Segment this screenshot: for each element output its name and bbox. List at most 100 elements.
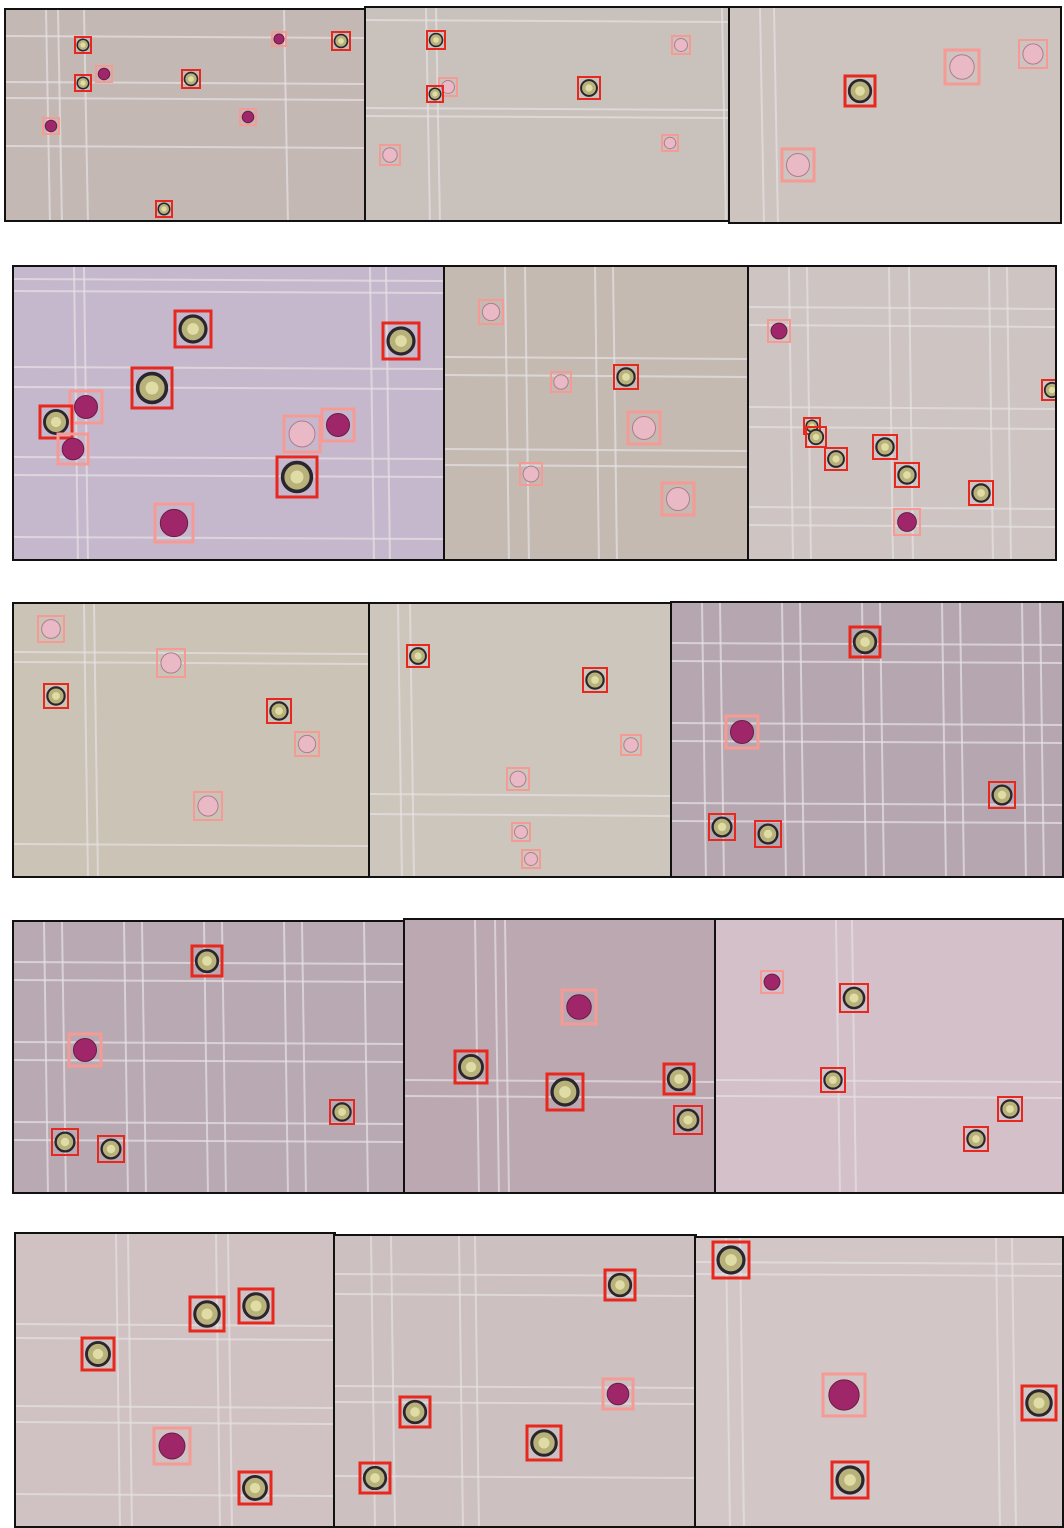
viable-cell-detection — [848, 625, 882, 659]
viable-cell-detection — [406, 644, 430, 668]
ghost-cell-detection — [943, 48, 981, 86]
grid-line — [6, 97, 364, 101]
cell-nucleus — [674, 1074, 684, 1084]
cell-nucleus — [903, 471, 911, 479]
viable-cell-detection — [988, 781, 1016, 809]
bounding-box — [398, 1395, 432, 1429]
grid-line — [773, 8, 779, 222]
ghost-cell — [553, 374, 569, 390]
bounding-box — [671, 35, 691, 55]
bounding-box — [190, 944, 224, 978]
bounding-box — [43, 683, 69, 709]
bounding-box — [358, 1461, 392, 1495]
grid-line — [409, 604, 415, 876]
grid-line — [363, 922, 369, 1192]
grid-line — [283, 922, 289, 1192]
bounding-box — [620, 734, 642, 756]
cell-nucleus — [977, 489, 985, 497]
bounding-box — [1020, 1384, 1058, 1422]
viable-cell-detection — [130, 366, 174, 410]
bounding-box — [839, 983, 869, 1013]
bounding-box — [613, 364, 639, 390]
micrograph-panel — [728, 6, 1062, 224]
nonviable-cell — [97, 67, 111, 81]
grid-line — [335, 1401, 695, 1405]
viable-cell-detection — [603, 1268, 637, 1302]
viable-cell-detection — [188, 1295, 226, 1333]
bounding-box — [173, 309, 213, 349]
nonviable-cell-detection — [560, 988, 598, 1026]
bounding-box — [830, 1460, 870, 1500]
grid-line — [445, 356, 747, 360]
grid-line — [1021, 603, 1027, 876]
viable-cell-detection — [266, 698, 292, 724]
bounding-box — [805, 426, 827, 448]
bounding-box — [406, 644, 430, 668]
grid-line — [73, 267, 79, 559]
bounding-box — [988, 781, 1016, 809]
bounding-box — [968, 480, 994, 506]
viable-cell-detection — [525, 1424, 563, 1462]
cell-nucleus — [338, 1108, 346, 1116]
bounding-box — [893, 508, 921, 536]
bounding-box — [780, 147, 816, 183]
bounding-box — [660, 481, 696, 517]
grid-line — [988, 267, 994, 559]
micrograph-canvas — [405, 920, 715, 1192]
viable-cell-detection — [708, 813, 736, 841]
micrograph-canvas — [366, 8, 728, 220]
bounding-box — [550, 371, 572, 393]
grid-line — [14, 843, 368, 847]
bounding-box — [275, 455, 319, 499]
grid-line — [370, 813, 670, 817]
bounding-box — [506, 767, 530, 791]
grid-line — [594, 267, 600, 559]
viable-cell-detection — [577, 76, 601, 100]
grid-line — [127, 1234, 133, 1526]
ghost-cell — [674, 38, 688, 52]
bounding-box — [1018, 39, 1048, 69]
bounding-box — [74, 36, 92, 54]
grid-line — [14, 474, 444, 478]
cell-nucleus — [161, 206, 167, 212]
bounding-box — [181, 69, 201, 89]
ghost-cell-detection — [550, 371, 572, 393]
cell-nucleus — [1006, 1105, 1014, 1113]
grid-line — [14, 661, 368, 665]
grid-line — [366, 107, 728, 111]
micrograph-canvas — [14, 267, 444, 559]
cell-nucleus — [92, 1348, 104, 1360]
cell-nucleus — [972, 1135, 980, 1143]
bounding-box — [379, 144, 401, 166]
grid-line — [57, 10, 63, 220]
grid-line — [494, 920, 500, 1192]
cell-nucleus — [290, 470, 304, 484]
cell-nucleus — [683, 1115, 693, 1125]
bounding-box — [848, 625, 882, 659]
cell-nucleus — [432, 91, 438, 97]
grid-line — [301, 922, 307, 1192]
bounding-box — [603, 1268, 637, 1302]
nonviable-cell — [61, 437, 85, 461]
ghost-cell-detection — [521, 849, 541, 869]
micrograph-panel — [14, 1232, 336, 1528]
bounding-box — [560, 988, 598, 1026]
micrograph-panel — [333, 1234, 697, 1528]
ghost-cell — [297, 734, 317, 754]
viable-cell-detection — [237, 1287, 275, 1325]
cell-nucleus — [395, 335, 407, 347]
viable-cell-detection — [43, 683, 69, 709]
grid-line — [749, 426, 1055, 430]
bounding-box — [577, 76, 601, 100]
viable-cell-detection — [237, 1470, 273, 1506]
nonviable-cell — [241, 110, 255, 124]
ghost-cell — [663, 136, 677, 150]
grid-line — [14, 290, 444, 294]
ghost-cell-detection — [294, 731, 320, 757]
cell-nucleus — [465, 1061, 477, 1073]
cell-nucleus — [201, 1308, 213, 1320]
micrograph-canvas — [370, 604, 670, 876]
ghost-cell-detection — [506, 767, 530, 791]
bounding-box — [453, 1049, 489, 1085]
cell-nucleus — [615, 1280, 625, 1290]
